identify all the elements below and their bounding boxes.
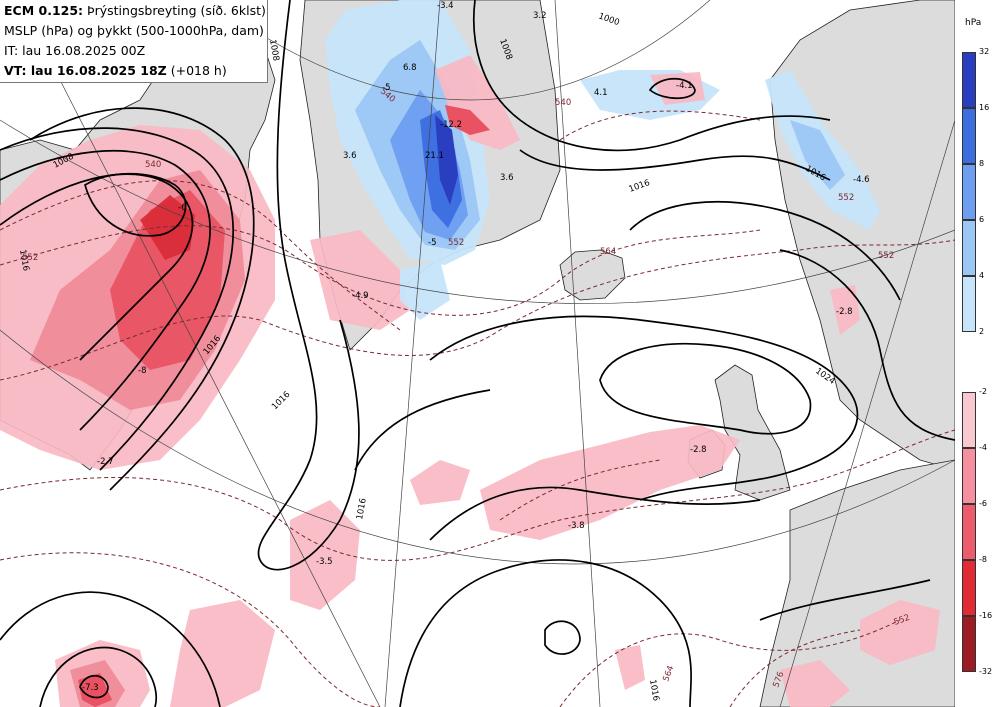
isobar-label: 1016 <box>647 679 661 702</box>
change-label: -3.4 <box>437 1 454 11</box>
thickness-label: 564 <box>661 664 676 683</box>
legend-swatch <box>962 448 976 504</box>
change-label: -3.8 <box>568 521 585 531</box>
change-label: -4.6 <box>853 175 870 185</box>
title-line: ECM 0.125: Þrýstingsbreyting (síð. 6klst… <box>4 1 267 21</box>
change-label: -7.3 <box>82 683 99 693</box>
legend-tick: 4 <box>979 271 985 280</box>
change-label: -2.8 <box>836 307 853 317</box>
graticule <box>0 0 955 707</box>
color-legend: hPa 32 16 8 6 4 2 -2 -4 -6 -8 -16 -32 <box>955 0 1000 707</box>
legend-swatch <box>962 220 976 276</box>
legend-unit: hPa <box>965 18 982 28</box>
weather-map[interactable]: 1008 1016 1016 1016 1016 1024 1016 1016 … <box>0 0 955 707</box>
valid-time-line: VT: lau 16.08.2025 18Z (+018 h) <box>4 61 267 81</box>
legend-swatch <box>962 52 976 108</box>
isobars <box>0 0 955 707</box>
info-panel: ECM 0.125: Þrýstingsbreyting (síð. 6klst… <box>0 0 268 83</box>
product-title: Þrýstingsbreyting (síð. 6klst) <box>87 3 266 18</box>
legend-tick: 32 <box>979 47 990 56</box>
thickness-label: 552 <box>22 253 38 263</box>
isobar-label: 1016 <box>17 249 31 272</box>
legend-tick: 16 <box>979 103 990 112</box>
change-label: 6.8 <box>403 63 417 73</box>
thickness-label: 540 <box>555 98 571 108</box>
forecast-offset: (+018 h) <box>170 63 227 78</box>
change-label: 3.2 <box>533 11 547 21</box>
isobar-label: 1008 <box>267 39 281 62</box>
legend-tick: 6 <box>979 215 985 224</box>
legend-swatch <box>962 560 976 616</box>
legend-tick: -2 <box>979 387 987 396</box>
isobar-label: 1000 <box>597 11 621 28</box>
pressure-change-fills <box>0 0 940 707</box>
thickness-label: 540 <box>145 160 161 170</box>
isobar-label: 1016 <box>355 497 369 520</box>
change-label: 4.1 <box>594 88 608 98</box>
change-label: -4.9 <box>352 291 369 301</box>
initial-time: IT: lau 16.08.2025 00Z <box>4 43 146 58</box>
change-label: -5 <box>428 238 436 248</box>
change-label: -12.2 <box>440 120 462 130</box>
legend-swatch <box>962 504 976 560</box>
change-label: 21.1 <box>425 151 444 161</box>
legend-tick: -32 <box>979 667 993 676</box>
isobar-label: 1016 <box>628 178 652 195</box>
land-iceland <box>559 249 626 301</box>
change-label: -5 <box>382 83 390 93</box>
fields-line: MSLP (hPa) og þykkt (500-1000hPa, dam) <box>4 23 264 38</box>
legend-tick: -4 <box>979 443 987 452</box>
legend-tick: 8 <box>979 159 985 168</box>
thickness-lines <box>0 110 955 707</box>
change-label: -4.1 <box>676 81 693 91</box>
legend-swatch <box>962 616 976 672</box>
thickness-label: 564 <box>600 247 616 257</box>
change-label: 3.6 <box>500 173 514 183</box>
legend-swatch <box>962 164 976 220</box>
change-label: -8 <box>138 366 146 376</box>
legend-tick: -16 <box>979 611 993 620</box>
thickness-label: 552 <box>838 193 854 203</box>
change-label: -2.7 <box>97 457 114 467</box>
legend-tick: -8 <box>979 555 987 564</box>
legend-swatch <box>962 392 976 448</box>
thickness-label: 552 <box>448 238 464 248</box>
valid-time: VT: lau 16.08.2025 18Z <box>4 63 167 78</box>
isobar-label: 1016 <box>270 390 292 412</box>
change-label: -6 <box>178 203 186 213</box>
land-scandinavia <box>769 0 955 471</box>
change-label: 3.6 <box>343 151 357 161</box>
thickness-label: 552 <box>878 251 894 261</box>
change-label: -2.8 <box>690 445 707 455</box>
legend-tick: 2 <box>979 327 985 336</box>
change-label: -3.5 <box>316 557 333 567</box>
legend-swatch <box>962 108 976 164</box>
model-name: ECM 0.125: <box>4 3 84 18</box>
legend-tick: -6 <box>979 499 987 508</box>
legend-swatch <box>962 276 976 332</box>
